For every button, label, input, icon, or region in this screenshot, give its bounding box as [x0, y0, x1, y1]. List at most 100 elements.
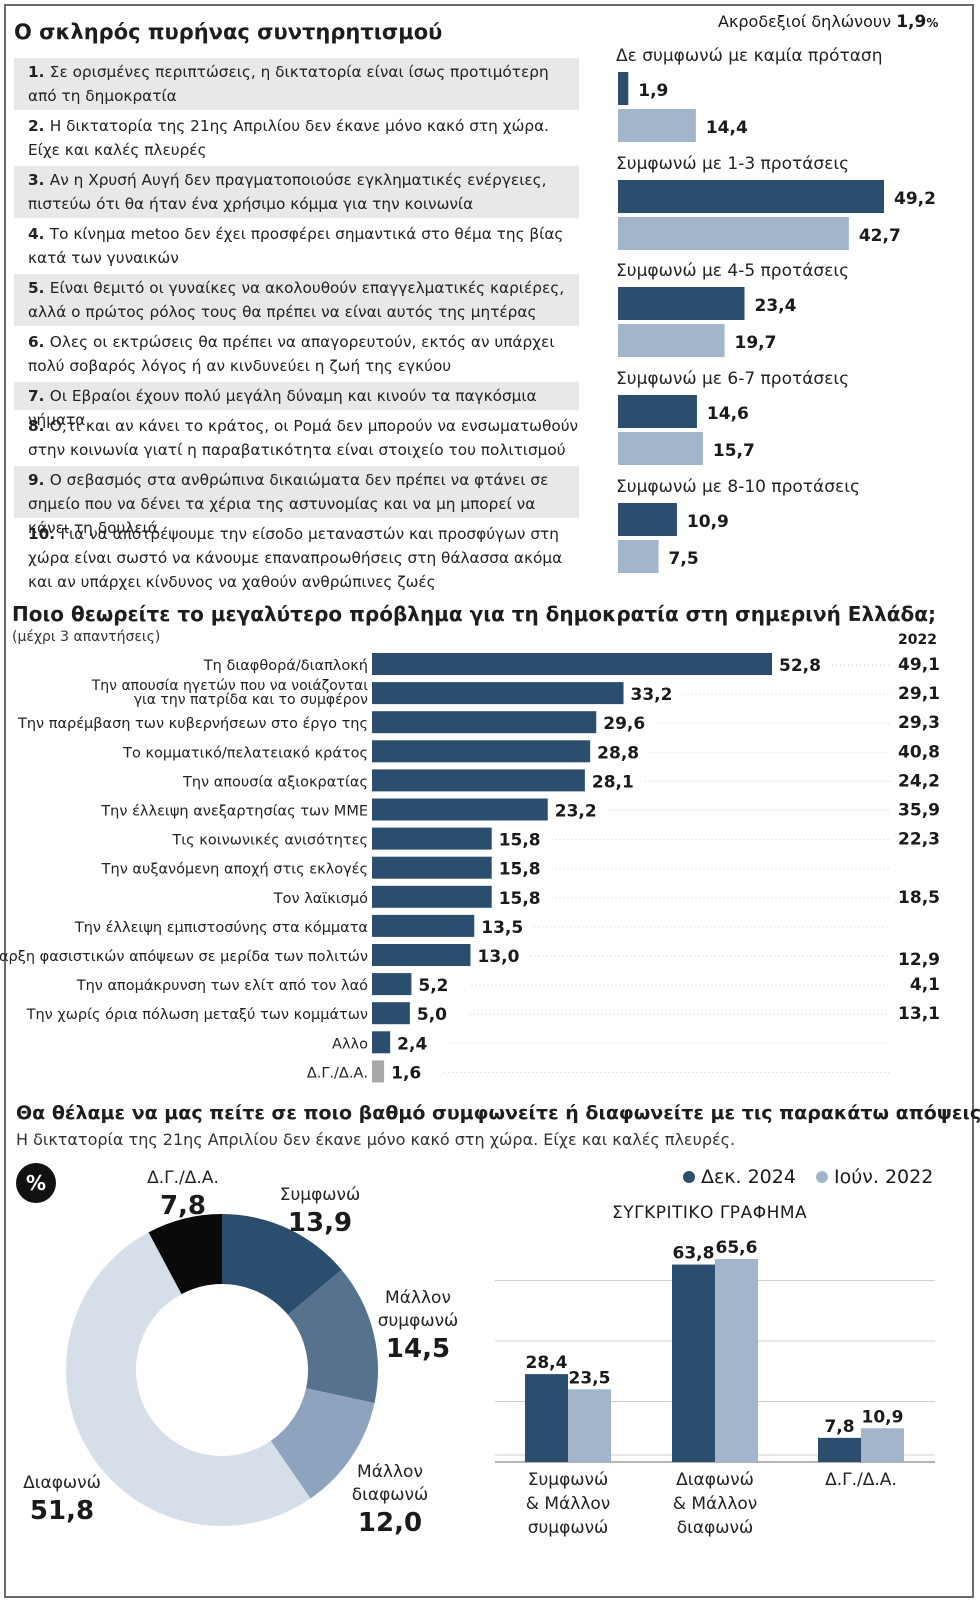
- slice-value: 7,8: [160, 1191, 206, 1221]
- statement-number: 1.: [28, 63, 50, 81]
- statement-4: 4. Το κίνημα metoo δεν έχει προσφέρει ση…: [14, 220, 579, 272]
- bar-value-label: 7,5: [669, 549, 699, 569]
- bar-dark: [618, 180, 884, 213]
- bar: [372, 827, 492, 850]
- section1-title: Ο σκληρός πυρήνας συντηρητισμού: [14, 20, 443, 44]
- infographic-frame: [4, 4, 974, 1598]
- statement-text: Ο σεβασμός στα ανθρώπινα δικαιώματα δεν …: [28, 471, 549, 537]
- bar-jun-2022: [568, 1389, 611, 1462]
- value-2022-label: 18,5: [898, 888, 940, 908]
- value-2022-label: 13,1: [898, 1004, 940, 1024]
- extreme-right-label: Ακροδεξιοί δηλώνουν: [718, 12, 892, 31]
- bar-value-label: 33,2: [631, 685, 673, 705]
- slice-label: Μάλλον: [385, 1288, 451, 1308]
- statement-number: 6.: [28, 333, 50, 351]
- category-label: Την ύπαρξη φασιστικών απόψεων σε μερίδα …: [0, 949, 368, 965]
- section2-subtitle: (μέχρι 3 απαντήσεις): [12, 629, 161, 645]
- category-label: Αλλο: [332, 1036, 368, 1052]
- bar-value-label: 29,6: [603, 714, 645, 734]
- value-2022-label: 40,8: [898, 742, 940, 762]
- bar: [372, 711, 597, 734]
- extreme-right-value: 1,9: [896, 12, 927, 32]
- value-2022-label: 22,3: [898, 830, 940, 850]
- legend-dot-2022: [816, 1171, 828, 1183]
- bar: [372, 682, 624, 705]
- bar-light: [618, 217, 849, 250]
- statement-1: 1. Σε ορισμένες περιπτώσεις, η δικτατορί…: [14, 58, 579, 110]
- bar-value-label: 13,0: [477, 947, 519, 967]
- bar-value-label: 65,6: [716, 1238, 758, 1258]
- bar-value-label: 28,8: [597, 743, 639, 763]
- value-2022-label: 24,2: [898, 771, 940, 791]
- bar-dec-2024: [525, 1374, 568, 1462]
- bar-jun-2022: [715, 1259, 758, 1462]
- bar: [372, 973, 412, 996]
- statement-text: Το κίνημα metoo δεν έχει προσφέρει σημαν…: [28, 225, 564, 267]
- bar: [372, 740, 591, 763]
- bar: [372, 653, 772, 675]
- bar-light: [618, 324, 725, 357]
- category-label: Το κομματικό/πελατειακό κράτος: [122, 745, 368, 761]
- bar-value-label: 19,7: [735, 333, 777, 353]
- category-label: Την χωρίς όρια πόλωση μεταξύ των κομμάτω…: [26, 1007, 368, 1023]
- bar: [372, 798, 548, 821]
- bar-value-label: 15,7: [713, 441, 755, 461]
- section2-title: Ποιο θεωρείτε το μεγαλύτερο πρόβλημα για…: [12, 602, 936, 626]
- statement-number: 9.: [28, 471, 50, 489]
- slice-value: 13,9: [288, 1208, 352, 1238]
- category-label: για την πατρίδα και το συμφέρον: [134, 692, 368, 708]
- democracy-problems-chart: 52,8 Τη διαφθορά/διαπλοκή 49,1 33,2 Την απου…: [0, 653, 940, 1083]
- bar-dark: [618, 395, 697, 428]
- category-label: & Μάλλον: [526, 1494, 611, 1514]
- bar-jun-2022: [861, 1428, 904, 1462]
- bar: [372, 1031, 391, 1054]
- bar-value-label: 1,6: [391, 1063, 421, 1083]
- donut-slice: [287, 1269, 379, 1404]
- bar-value-label: 28,1: [592, 772, 634, 792]
- category-label: Τον λαϊκισμό: [273, 891, 368, 907]
- bar: [372, 885, 492, 908]
- statement-text: Η δικτατορία της 21ης Απριλίου δεν έκανε…: [28, 117, 550, 159]
- bar-value-label: 14,6: [707, 404, 749, 424]
- category-label: Διαφωνώ: [676, 1470, 754, 1490]
- bar-value-label: 23,2: [555, 802, 597, 822]
- category-label: Συμφωνώ με 4-5 προτάσεις: [616, 261, 849, 281]
- bar-value-label: 2,4: [397, 1034, 427, 1054]
- value-2022-label: 29,3: [898, 713, 940, 733]
- donut-slice: [66, 1232, 311, 1526]
- bar-dec-2024: [818, 1437, 861, 1462]
- legend-label-2024: Δεκ. 2024: [701, 1166, 796, 1188]
- bar-dark: [618, 503, 677, 536]
- bar: [372, 856, 492, 879]
- bar-value-label: 49,2: [894, 189, 936, 209]
- bar-light: [618, 432, 703, 465]
- bar-value-label: 23,4: [755, 296, 797, 316]
- category-label: Τις κοινωνικές ανισότητες: [171, 833, 368, 849]
- statement-number: 7.: [28, 387, 50, 405]
- slice-label: Συμφωνώ: [280, 1185, 361, 1205]
- category-label: Συμφωνώ με 8-10 προτάσεις: [616, 477, 860, 497]
- category-label: Δ.Γ./Δ.Α.: [307, 1065, 368, 1081]
- statement-number: 4.: [28, 225, 50, 243]
- statement-6: 6. Ολες οι εκτρώσεις θα πρέπει να απαγορ…: [14, 328, 579, 380]
- category-label: Συμφωνώ με 1-3 προτάσεις: [616, 154, 849, 174]
- value-2022-label: 35,9: [898, 801, 940, 821]
- statement-number: 3.: [28, 171, 50, 189]
- category-label: διαφωνώ: [677, 1518, 754, 1538]
- statement-text: Σε ορισμένες περιπτώσεις, η δικτατορία ε…: [28, 63, 549, 105]
- category-label: Δ.Γ./Δ.Α.: [825, 1470, 897, 1490]
- slice-label: διαφωνώ: [352, 1485, 429, 1505]
- section3-title: Θα θέλαμε να μας πείτε σε ποιο βαθμό συμ…: [16, 1102, 980, 1124]
- statement-10: 10. Για να αποτρέψουμε την είσοδο μετανα…: [14, 520, 579, 596]
- bar-value-label: 15,8: [499, 889, 541, 909]
- bar-value-label: 63,8: [673, 1244, 715, 1264]
- category-label: Συμφωνώ: [528, 1470, 609, 1490]
- category-label: Την απουσία αξιοκρατίας: [182, 774, 368, 790]
- statement-9: 9. Ο σεβασμός στα ανθρώπινα δικαιώματα δ…: [14, 466, 579, 537]
- slice-label: συμφωνώ: [378, 1311, 459, 1331]
- statement-2: 2. Η δικτατορία της 21ης Απριλίου δεν έκ…: [14, 112, 579, 164]
- value-2022-label: 29,1: [898, 684, 940, 704]
- bar-value-label: 28,4: [526, 1353, 568, 1373]
- bar-dark: [618, 72, 629, 105]
- statement-text: Είναι θεμιτό οι γυναίκες να ακολουθούν ε…: [28, 279, 565, 321]
